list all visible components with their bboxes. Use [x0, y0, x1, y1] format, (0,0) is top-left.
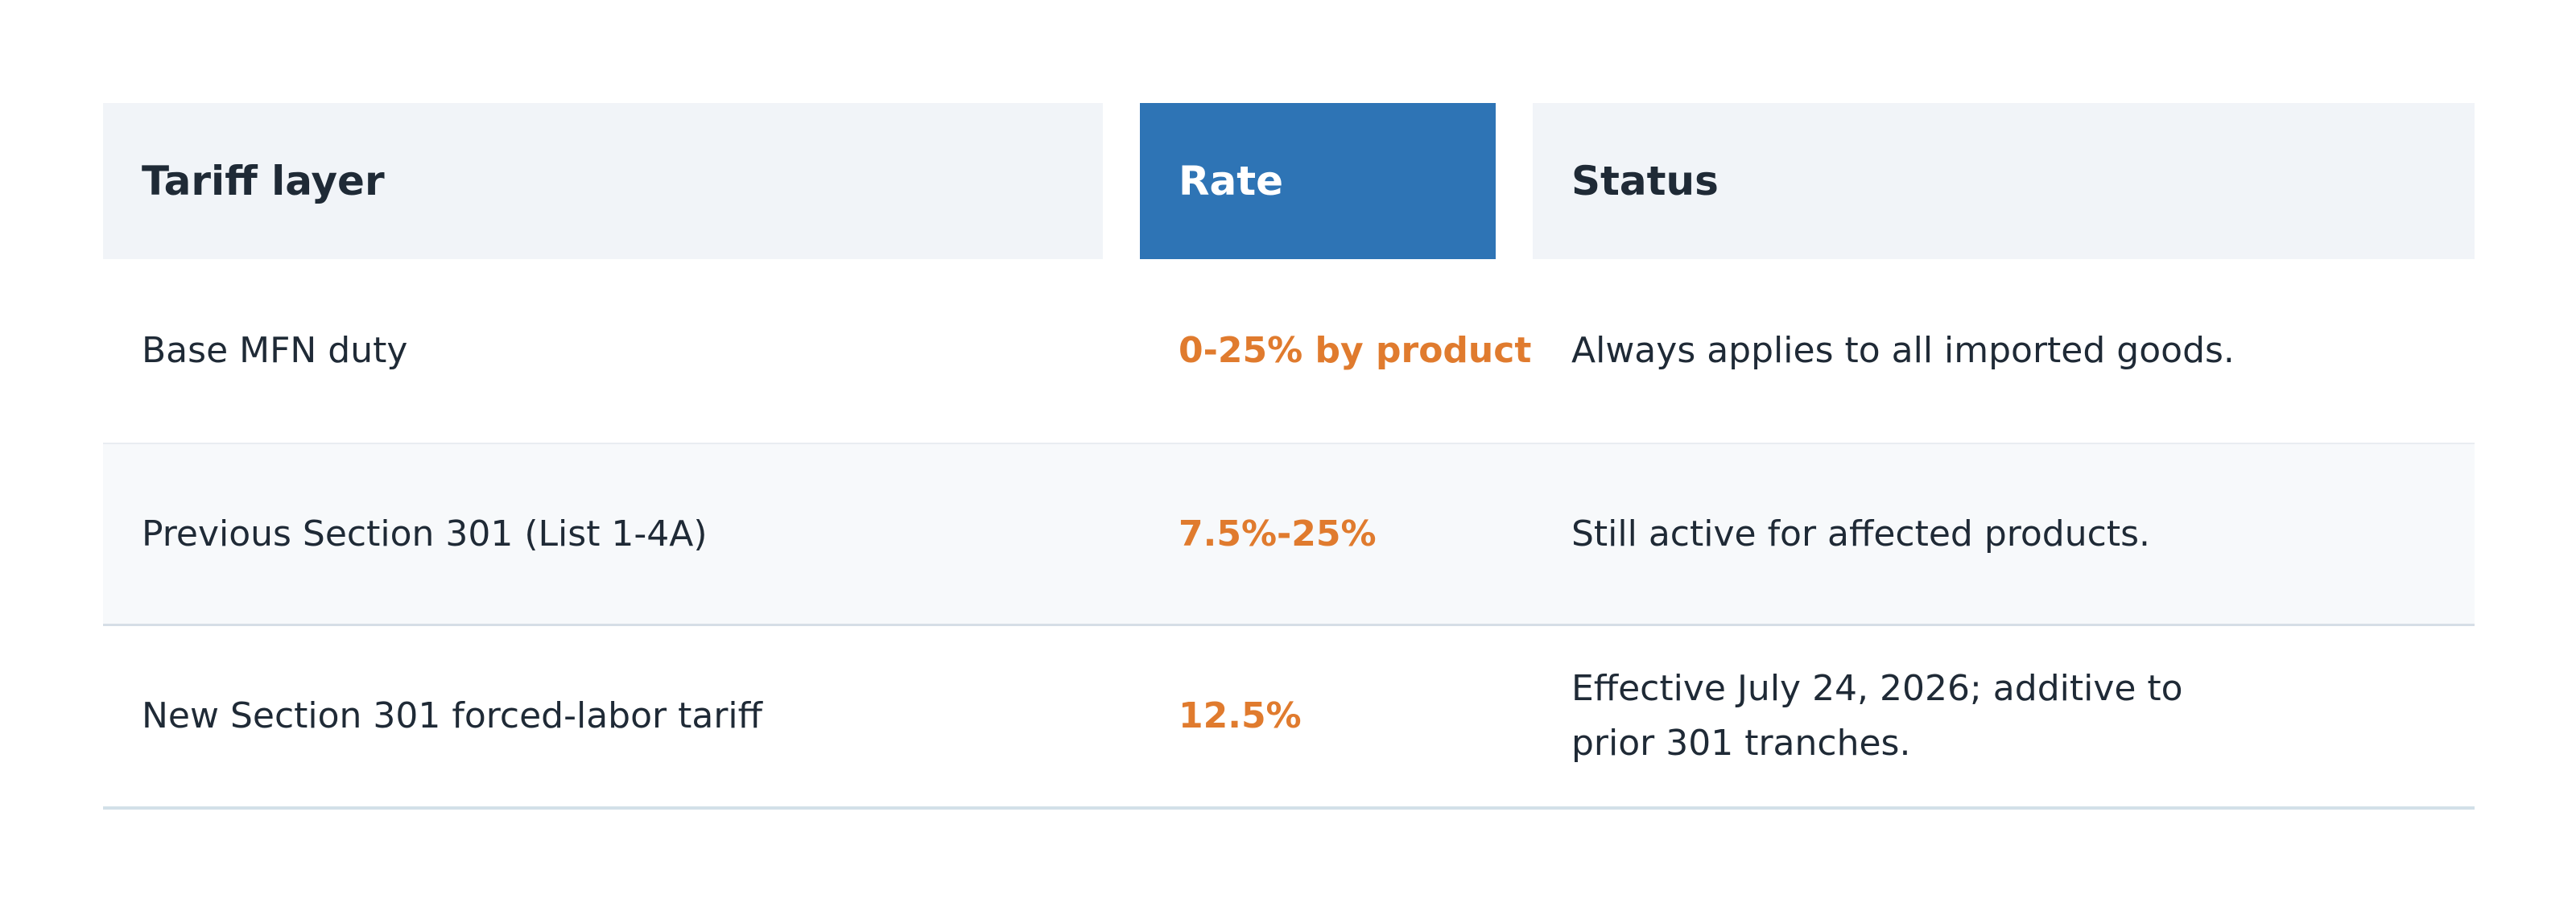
cell-status: Effective July 24, 2026; additive to pri… [1533, 626, 2418, 806]
table-row: Previous Section 301 (List 1-4A) 7.5%-25… [103, 443, 2475, 626]
tariff-table: Tariff layer Rate Status Base MFN duty 0… [103, 103, 2475, 810]
cell-status: Still active for affected products. [1533, 444, 2418, 624]
cell-rate: 12.5% [1179, 695, 1302, 736]
header-status: Status [1533, 103, 2475, 259]
table-row: New Section 301 forced-labor tariff 12.5… [103, 626, 2475, 810]
cell-status: Always applies to all imported goods. [1533, 259, 2418, 443]
cell-rate: 0-25% by product [1179, 330, 1532, 371]
header-rate: Rate [1140, 103, 1496, 259]
status-text: Always applies to all imported goods. [1571, 330, 2235, 371]
status-text: Still active for affected products. [1571, 513, 2150, 554]
status-text: Effective July 24, 2026; additive to pri… [1571, 668, 2183, 764]
cell-tariff-layer: Previous Section 301 (List 1-4A) [142, 513, 708, 554]
cell-tariff-layer: New Section 301 forced-labor tariff [142, 695, 762, 736]
table-row: Base MFN duty 0-25% by product Always ap… [103, 259, 2475, 443]
table-header-row: Tariff layer Rate Status [103, 103, 2475, 259]
header-tariff-layer: Tariff layer [103, 103, 1103, 259]
cell-tariff-layer: Base MFN duty [142, 330, 408, 371]
cell-rate: 7.5%-25% [1179, 513, 1377, 554]
